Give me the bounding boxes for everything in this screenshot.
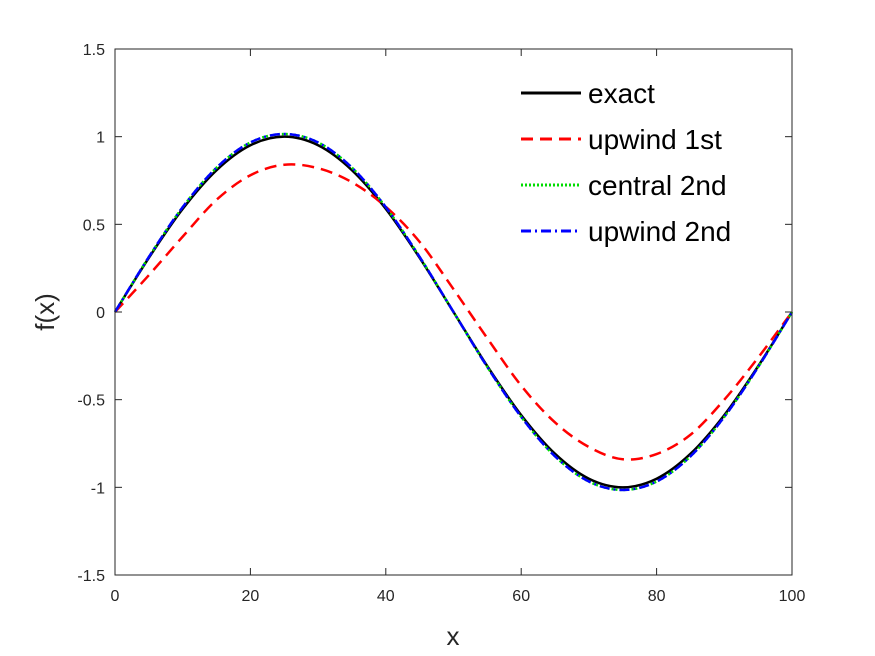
y-tick-label: -1 <box>91 480 105 497</box>
y-axis-label: f(x) <box>30 293 60 331</box>
x-axis-label: x <box>447 621 460 651</box>
legend-label-4: upwind 2nd <box>588 216 731 247</box>
y-tick-label: 0.5 <box>83 217 105 234</box>
x-tick-label: 20 <box>242 588 260 605</box>
y-tick-label: -1.5 <box>77 568 105 585</box>
series-line-2 <box>114 163 794 461</box>
x-tick-label: 100 <box>779 588 806 605</box>
legend-label-3: central 2nd <box>588 170 727 201</box>
x-tick-label: 60 <box>512 588 530 605</box>
legend-label-2: upwind 1st <box>588 124 722 155</box>
legend-label-1: exact <box>588 78 655 109</box>
tick-layer: 0 20 40 60 80 100 -1.5 -1 -0.5 0 0.5 1 1.5 <box>77 42 805 605</box>
y-tick-label: 1.5 <box>83 42 105 59</box>
y-tick-label: 0 <box>96 305 105 322</box>
series-layer <box>113 132 794 492</box>
legend: exact upwind 1st central 2nd upwind 2nd <box>521 78 731 247</box>
x-tick-label: 0 <box>111 588 120 605</box>
y-tick-label: 1 <box>96 130 105 147</box>
x-tick-label: 40 <box>377 588 395 605</box>
series-line-4 <box>113 132 794 492</box>
x-tick-label: 80 <box>648 588 666 605</box>
y-tick-label: -0.5 <box>77 393 105 410</box>
